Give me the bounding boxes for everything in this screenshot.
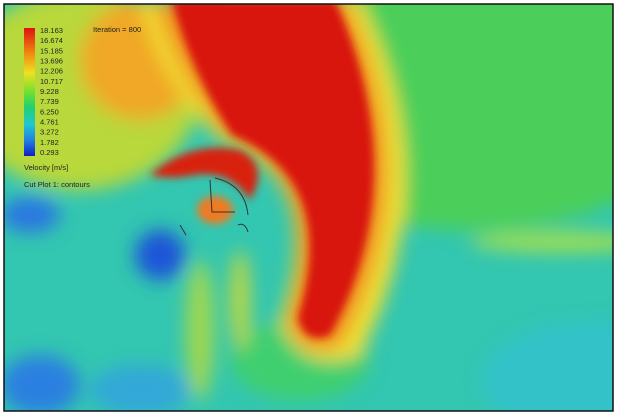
legend-label: 15.185 (40, 46, 63, 55)
cut-plot-view: 18.16316.67415.185 13.69612.20610.7179.22… (0, 0, 617, 415)
iteration-label: Iteration = 800 (93, 25, 141, 34)
legend-label: 16.674 (40, 36, 63, 45)
legend-label: 3.272 (40, 128, 59, 137)
legend-label: 13.696 (40, 57, 63, 66)
legend-label: 12.206 (40, 67, 63, 76)
legend-label: 1.782 (40, 138, 59, 147)
legend-label: 6.250 (40, 107, 59, 116)
legend-label: 4.761 (40, 118, 59, 127)
legend-label: 9.228 (40, 87, 59, 96)
legend-label: 18.163 (40, 26, 63, 35)
legend-label: 0.293 (40, 148, 59, 157)
legend-color-bar (24, 28, 35, 156)
legend-label: 7.739 (40, 97, 59, 106)
legend-quantity: Velocity [m/s] (24, 163, 68, 172)
legend-label: 10.717 (40, 77, 63, 86)
plot-name: Cut Plot 1: contours (24, 180, 90, 189)
velocity-field (0, 0, 617, 415)
